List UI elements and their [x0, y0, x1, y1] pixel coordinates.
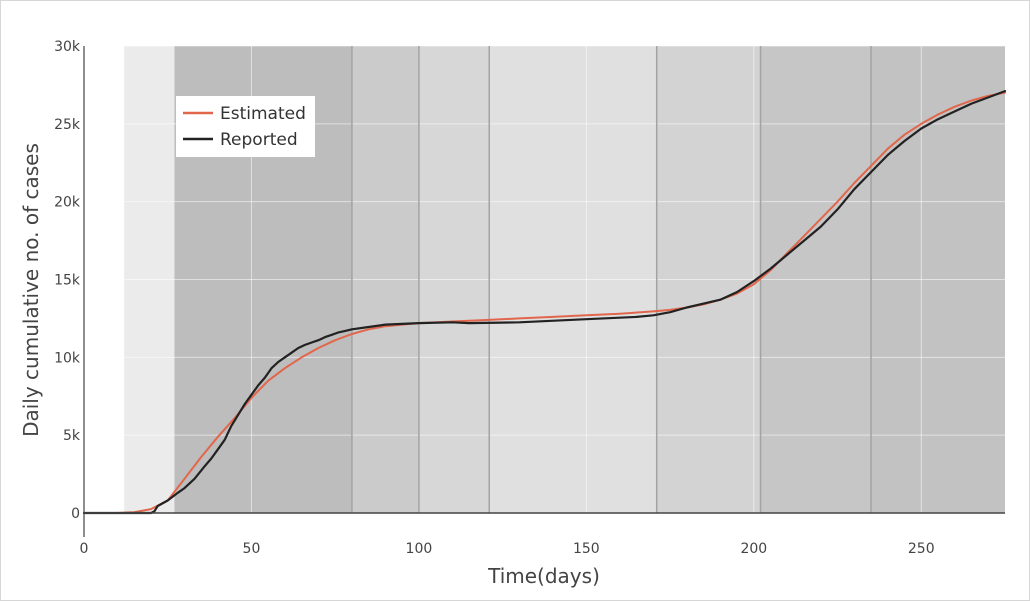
y-tick-label-2: 10k — [54, 350, 81, 366]
x-tick-label-3: 150 — [573, 541, 600, 557]
x-tick-label-0: 0 — [80, 541, 89, 557]
legend-box — [176, 96, 315, 157]
y-tick-label-0: 0 — [71, 506, 80, 522]
legend-label-reported: Reported — [220, 130, 298, 150]
x-tick-label-5: 250 — [908, 541, 935, 557]
x-tick-label-1: 50 — [243, 541, 261, 557]
legend-label-estimated: Estimated — [220, 104, 306, 124]
series-lines — [82, 90, 1007, 515]
series-line-estimated — [83, 91, 1006, 514]
y-tick-label-5: 25k — [54, 117, 81, 133]
legend[interactable]: Estimated Reported — [176, 96, 315, 157]
x-tick-label-4: 200 — [740, 541, 767, 557]
x-axis-title: Time(days) — [487, 564, 600, 588]
y-tick-label-1: 5k — [63, 428, 81, 444]
y-axis-title: Daily cumulative no. of cases — [19, 143, 43, 437]
axes — [83, 46, 1005, 537]
y-tick-label-3: 15k — [54, 273, 81, 289]
x-tick-label-2: 100 — [406, 541, 433, 557]
y-tick-labels: 0 5k 10k 15k 20k 25k 30k — [54, 39, 81, 522]
x-tick-labels: 0 50 100 150 200 250 — [80, 541, 935, 557]
y-tick-label-4: 20k — [54, 195, 81, 211]
series-line-reported — [82, 90, 1007, 515]
y-tick-label-6: 30k — [54, 39, 81, 55]
